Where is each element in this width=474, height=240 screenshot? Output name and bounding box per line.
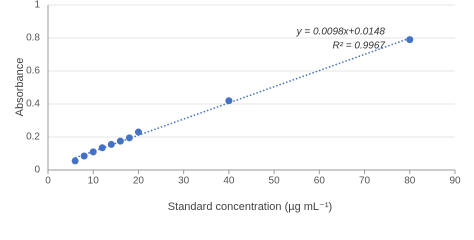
chart: Absorbance Standard concentration (µg mL… [14,0,461,213]
x-tick-label: 80 [404,176,416,187]
data-point [98,144,106,152]
y-tick-label: 0.6 [26,66,40,77]
x-tick-label: 10 [88,176,100,187]
data-point [225,97,233,105]
x-tick-label: 60 [314,176,326,187]
x-tick-label: 90 [449,176,461,187]
x-tick-label: 20 [133,176,145,187]
trend-r-squared: R² = 0.9967 [332,41,385,52]
data-point [71,157,79,165]
y-tick-label: 1 [34,0,40,11]
data-point [116,137,124,145]
y-tick-label: 0 [34,165,40,176]
x-tick-label: 0 [45,176,51,187]
x-tick-label: 70 [359,176,371,187]
x-tick-label: 40 [223,176,235,187]
data-point [406,36,414,44]
x-tick-label: 30 [178,176,190,187]
y-tick-label: 0.4 [26,99,40,110]
trend-line [74,37,411,159]
y-axis-title: Absorbance [14,58,26,117]
y-tick-label: 0.2 [26,132,40,143]
data-point [134,128,142,136]
y-tick-label: 0.8 [26,33,40,44]
data-point [80,152,88,160]
x-axis-title: Standard concentration (µg mL⁻¹) [168,201,332,213]
data-point [89,148,97,156]
data-point [107,140,115,148]
trend-equation: y = 0.0098x+0.0148 [296,27,386,38]
x-tick-label: 50 [269,176,281,187]
data-point [125,134,133,142]
